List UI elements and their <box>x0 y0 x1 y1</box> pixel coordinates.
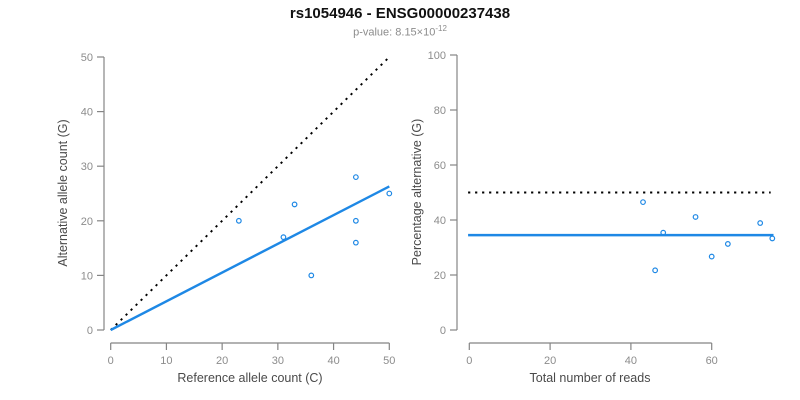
x-tick-label: 30 <box>272 355 284 367</box>
x-tick-label: 40 <box>625 355 637 367</box>
y-tick-label: 30 <box>81 161 93 173</box>
data-point <box>708 253 715 260</box>
x-tick-label: 50 <box>383 355 395 367</box>
data-point <box>660 229 667 236</box>
x-tick-label: 60 <box>706 355 718 367</box>
x-tick-label: 0 <box>108 355 114 367</box>
y-tick-label: 0 <box>87 325 93 337</box>
data-point <box>692 214 699 220</box>
data-point <box>291 201 298 208</box>
y-tick-label: 20 <box>81 216 93 228</box>
x-tick-label: 20 <box>544 355 556 367</box>
x-tick-label: 10 <box>160 355 172 367</box>
y-tick-label: 100 <box>428 50 446 62</box>
data-point <box>757 220 764 226</box>
data-point <box>724 241 731 247</box>
y-axis-title: Alternative allele count (G) <box>56 119 70 266</box>
data-point <box>235 217 242 224</box>
identity-line <box>110 56 390 331</box>
data-point <box>640 199 646 206</box>
y-tick-label: 20 <box>434 270 446 282</box>
data-point <box>386 190 393 197</box>
y-tick-label: 50 <box>81 52 93 64</box>
data-point <box>352 217 359 224</box>
data-point <box>308 272 315 279</box>
data-point <box>769 235 776 242</box>
y-tick-label: 40 <box>434 215 446 227</box>
y-tick-label: 10 <box>81 270 93 282</box>
y-axis-title: Percentage alternative (G) <box>410 119 424 266</box>
x-tick-label: 20 <box>216 355 228 367</box>
fit-line <box>110 185 390 332</box>
y-tick-label: 60 <box>434 160 446 172</box>
data-point <box>352 174 359 181</box>
x-tick-label: 40 <box>327 355 339 367</box>
y-tick-label: 80 <box>434 105 446 117</box>
x-axis-title: Total number of reads <box>530 371 651 385</box>
y-tick-label: 0 <box>440 325 446 337</box>
data-point <box>652 267 659 274</box>
x-axis-title: Reference allele count (C) <box>177 371 322 385</box>
pvalue-exponent: -12 <box>435 24 447 33</box>
data-point <box>352 239 359 246</box>
figure-title: rs1054946 - ENSG00000237438 <box>289 5 511 22</box>
x-tick-label: 0 <box>466 355 472 367</box>
figure-subtitle: p-value: 8.15×10-12 <box>0 24 800 39</box>
pvalue-text: p-value: 8.15×10 <box>353 26 436 39</box>
data-point <box>280 234 287 241</box>
y-tick-label: 40 <box>81 107 93 119</box>
